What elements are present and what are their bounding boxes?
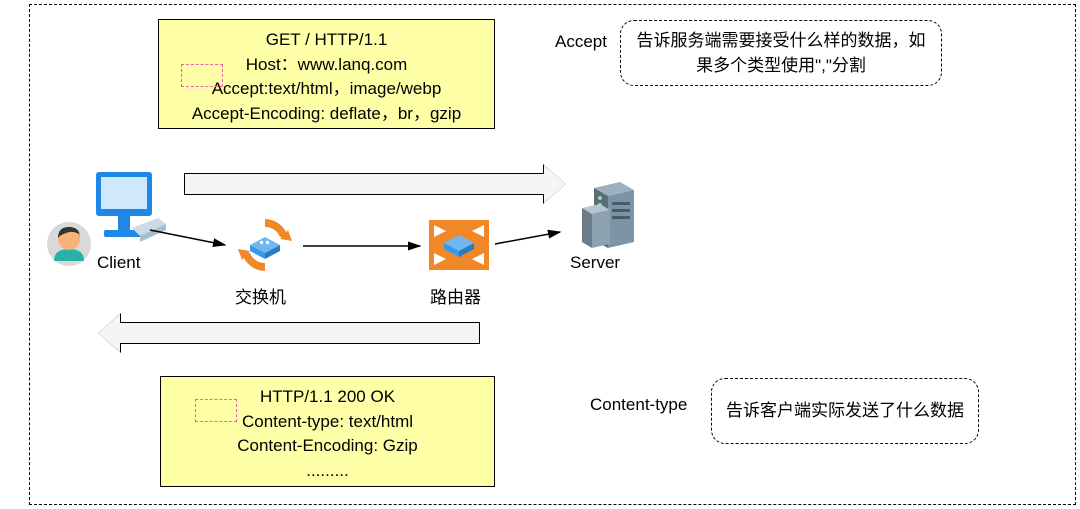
content-type-description-text: 告诉客户端实际发送了什么数据 [726,398,964,424]
response-arrow [98,314,480,352]
content-type-description: 告诉客户端实际发送了什么数据 [711,378,979,444]
resp-line-3: Content-Encoding: Gzip [165,434,490,459]
response-pink-marker [195,399,237,422]
diagram-canvas: GET / HTTP/1.1 Host：www.lanq.com Accept:… [0,0,1080,509]
content-type-label: Content-type [590,395,687,415]
resp-line-4: ......... [165,459,490,484]
http-response-box: HTTP/1.1 200 OK Content-type: text/html … [160,376,495,487]
